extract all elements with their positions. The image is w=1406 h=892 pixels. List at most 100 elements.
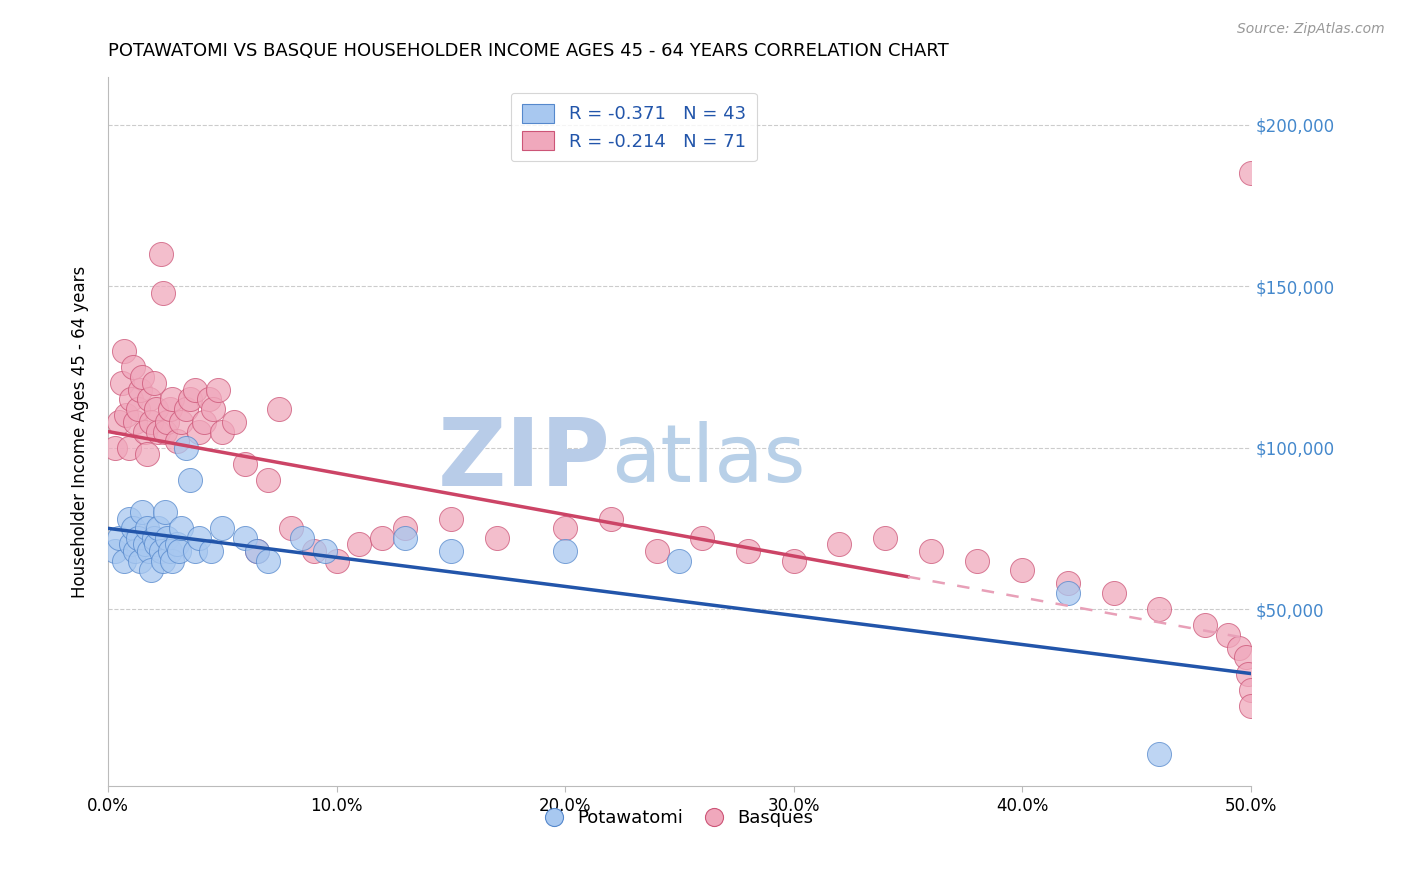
Point <box>104 544 127 558</box>
Point <box>142 376 165 391</box>
Point <box>131 369 153 384</box>
Point <box>131 505 153 519</box>
Point <box>135 447 157 461</box>
Point <box>127 401 149 416</box>
Point <box>314 544 336 558</box>
Point <box>148 425 170 439</box>
Point <box>1011 563 1033 577</box>
Point <box>156 415 179 429</box>
Point <box>828 537 851 551</box>
Point <box>1240 698 1263 713</box>
Point <box>257 553 280 567</box>
Text: ZIP: ZIP <box>437 414 610 506</box>
Point <box>145 401 167 416</box>
Point <box>245 544 267 558</box>
Point <box>197 392 219 407</box>
Point <box>269 401 291 416</box>
Point <box>134 425 156 439</box>
Point <box>188 425 211 439</box>
Point <box>141 563 163 577</box>
Point <box>1149 602 1171 616</box>
Point <box>1240 682 1263 697</box>
Point <box>349 537 371 551</box>
Point <box>124 415 146 429</box>
Point <box>485 531 508 545</box>
Point <box>124 544 146 558</box>
Point <box>111 376 134 391</box>
Point <box>1234 650 1257 665</box>
Point <box>207 383 229 397</box>
Point <box>120 392 142 407</box>
Point <box>149 247 172 261</box>
Point <box>148 521 170 535</box>
Point <box>152 553 174 567</box>
Point <box>188 531 211 545</box>
Point <box>184 544 207 558</box>
Point <box>153 425 176 439</box>
Point <box>211 425 233 439</box>
Y-axis label: Householder Income Ages 45 - 64 years: Householder Income Ages 45 - 64 years <box>72 266 89 598</box>
Point <box>112 553 135 567</box>
Point <box>149 544 172 558</box>
Point <box>156 531 179 545</box>
Point <box>1057 586 1080 600</box>
Point <box>127 531 149 545</box>
Point <box>394 521 416 535</box>
Point <box>1240 166 1263 180</box>
Point <box>174 441 197 455</box>
Point <box>645 544 668 558</box>
Point <box>160 392 183 407</box>
Point <box>170 521 193 535</box>
Point <box>141 415 163 429</box>
Point <box>554 521 576 535</box>
Point <box>179 392 201 407</box>
Point <box>117 511 139 525</box>
Point <box>179 473 201 487</box>
Point <box>233 457 256 471</box>
Point <box>875 531 897 545</box>
Point <box>599 511 621 525</box>
Point <box>920 544 942 558</box>
Point <box>152 285 174 300</box>
Point <box>737 544 759 558</box>
Point <box>440 511 463 525</box>
Point <box>174 401 197 416</box>
Point <box>108 415 131 429</box>
Point <box>202 401 225 416</box>
Text: Source: ZipAtlas.com: Source: ZipAtlas.com <box>1237 22 1385 37</box>
Point <box>145 537 167 551</box>
Point <box>108 531 131 545</box>
Point <box>1237 666 1260 681</box>
Point <box>135 521 157 535</box>
Point <box>222 415 245 429</box>
Point <box>115 409 138 423</box>
Point <box>129 553 152 567</box>
Point <box>1194 618 1216 632</box>
Point <box>233 531 256 545</box>
Point <box>1149 747 1171 762</box>
Point <box>690 531 713 545</box>
Point <box>325 553 347 567</box>
Point <box>104 441 127 455</box>
Text: atlas: atlas <box>610 421 806 499</box>
Point <box>166 537 188 551</box>
Point <box>966 553 988 567</box>
Point <box>1057 576 1080 591</box>
Point <box>394 531 416 545</box>
Point <box>440 544 463 558</box>
Point <box>120 537 142 551</box>
Point <box>167 544 190 558</box>
Point <box>184 383 207 397</box>
Point <box>122 521 145 535</box>
Point <box>159 401 181 416</box>
Point <box>160 553 183 567</box>
Point <box>302 544 325 558</box>
Point <box>170 415 193 429</box>
Point <box>138 392 160 407</box>
Point <box>117 441 139 455</box>
Point <box>122 359 145 374</box>
Point <box>112 343 135 358</box>
Point <box>554 544 576 558</box>
Point <box>1216 628 1239 642</box>
Point <box>129 383 152 397</box>
